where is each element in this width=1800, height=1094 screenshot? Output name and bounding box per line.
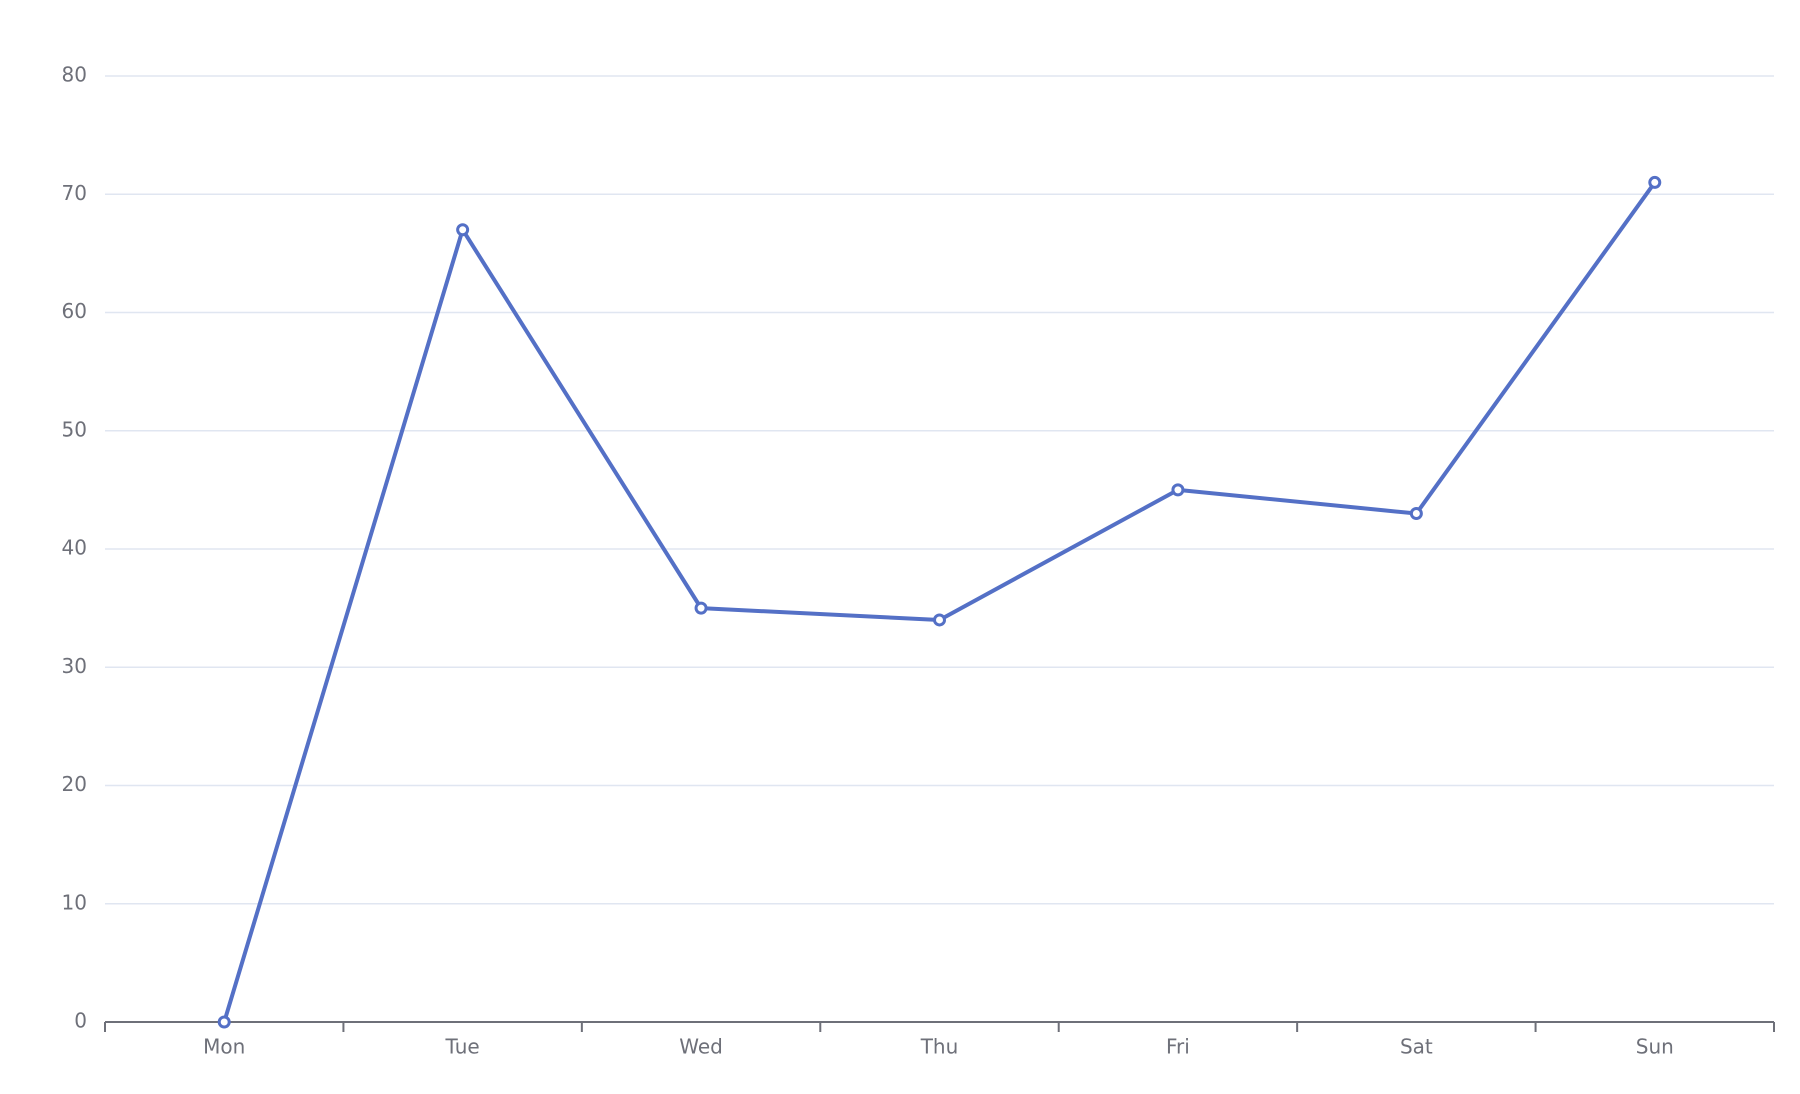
line <box>222 181 1657 1023</box>
y-tick-label: 30 <box>62 654 87 678</box>
point <box>1409 507 1423 521</box>
point <box>217 1015 231 1029</box>
y-tick-label: 20 <box>62 772 87 796</box>
y-tick-label: 60 <box>62 299 87 323</box>
x-tick-label: Sun <box>1636 1035 1674 1059</box>
point <box>456 223 470 237</box>
x-tick-label: Mon <box>203 1035 245 1059</box>
y-tick-label: 70 <box>62 181 87 205</box>
point <box>1648 175 1662 189</box>
point <box>1171 483 1185 497</box>
point <box>933 613 946 627</box>
x-tick-label: Tue <box>445 1035 480 1059</box>
y-tick-label: 0 <box>74 1009 87 1033</box>
point <box>694 601 708 615</box>
y-tick-label: 10 <box>62 890 87 914</box>
x-tick-label: Fri <box>1166 1035 1190 1059</box>
y-tick-label: 50 <box>62 417 87 441</box>
y-tick-label: 80 <box>62 63 87 87</box>
x-tick-label: Sat <box>1400 1035 1433 1059</box>
y-tick-label: 40 <box>62 536 87 560</box>
x-tick-label: Thu <box>920 1035 959 1059</box>
x-tick-label: Wed <box>679 1035 723 1059</box>
